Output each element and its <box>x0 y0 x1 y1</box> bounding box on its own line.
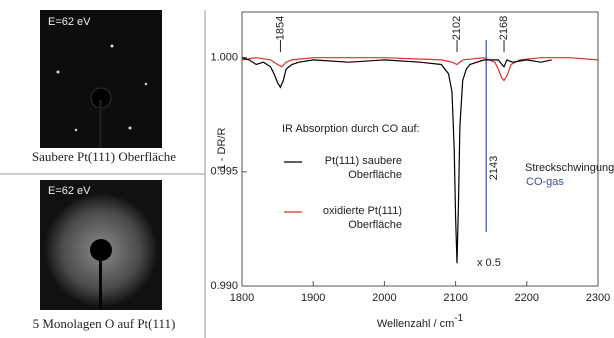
x-axis-label-sup: -1 <box>454 313 463 324</box>
gas-note: Streckschwingung <box>525 162 614 174</box>
y-tick-label: 1.000 <box>210 52 238 64</box>
x-axis-label-text: Wellenzahl / cm <box>377 318 454 330</box>
leed-spot <box>111 45 114 48</box>
energy-label: E=62 eV <box>48 16 91 28</box>
x-tick-label: 1900 <box>301 292 325 304</box>
peak-label: 2168 <box>498 16 510 40</box>
x-tick-label: 1800 <box>230 292 254 304</box>
leed-spot <box>129 127 132 130</box>
plot-frame <box>242 12 598 286</box>
leed-spot <box>145 83 148 86</box>
x-tick-label: 2000 <box>372 292 396 304</box>
legend-label: Pt(111) saubere Oberfläche <box>304 154 402 182</box>
caption: Saubere Pt(111) Oberfläche <box>32 149 176 164</box>
leed-spot <box>75 129 78 132</box>
x-tick-label: 2300 <box>586 292 610 304</box>
x-tick-label: 2100 <box>443 292 467 304</box>
y-axis-label: 1 - DR/R <box>216 128 228 171</box>
peak-label: 1854 <box>274 16 286 40</box>
x-tick-label: 2200 <box>515 292 539 304</box>
energy-label: E=62 eV <box>48 185 91 197</box>
leed-holder <box>99 258 102 310</box>
legend-entry: Pt(111) saubere Oberfläche <box>304 154 404 188</box>
legend-label: oxidierte Pt(111) Oberfläche <box>304 204 402 232</box>
scale-note: x 0.5 <box>477 257 501 269</box>
x-axis-label: Wellenzahl / cm-1 <box>377 313 464 330</box>
reference-label: 2143 <box>488 156 500 180</box>
caption: 5 Monolagen O auf Pt(111) <box>33 316 176 331</box>
legend-title: IR Absorption durch CO auf: <box>282 123 420 135</box>
y-tick-label: 0.990 <box>210 280 238 292</box>
gas-note-2: CO-gas <box>526 176 564 188</box>
leed-holder <box>99 100 102 148</box>
legend-entry: oxidierte Pt(111) Oberfläche <box>304 204 404 238</box>
leed-spot <box>57 71 60 74</box>
leed-shadow <box>90 239 112 261</box>
figure: E=62 eV Saubere Pt(111) Oberfläche E=62 … <box>0 0 614 338</box>
peak-label: 2102 <box>451 16 463 40</box>
